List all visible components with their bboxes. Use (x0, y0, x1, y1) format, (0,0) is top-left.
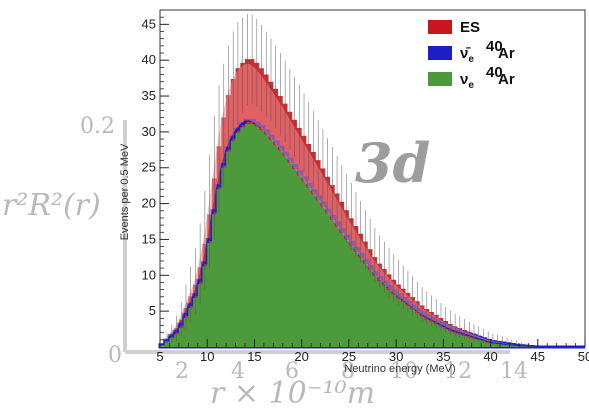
y-tick-label: 25 (142, 160, 156, 175)
background-overlay-plot: 0.2 0 r²R²(r) r × 10⁻¹⁰m 2 4 6 8 10 12 14 (2, 114, 528, 411)
legend: ES ν̄e 40 Ar νe 40 Ar (418, 14, 558, 94)
nu-main: Ar (498, 71, 515, 88)
overlay-x-tick: 6 (285, 359, 299, 384)
svg-text:νe: νe (460, 71, 474, 91)
panel-label-3d: 3d (355, 131, 430, 195)
y-tick-label: 40 (142, 52, 156, 67)
y-tick-label: 15 (142, 231, 156, 246)
x-tick-label: 45 (531, 349, 545, 364)
error-bars (166, 14, 536, 347)
y-tick-label: 30 (142, 124, 156, 139)
x-tick-label: 10 (200, 349, 214, 364)
overlay-y-label: r²R²(r) (2, 188, 101, 223)
x-axis-title: Neutrino energy (MeV) (344, 363, 455, 375)
x-tick-label: 5 (156, 349, 163, 364)
axes: 5 10 15 20 25 30 35 40 45 50 5 10 15 20 25 30 35 40 45 (142, 16, 589, 364)
y-tick-label: 20 (142, 196, 156, 211)
overlay-x-label: r × 10⁻¹⁰m (210, 376, 375, 411)
nubar-main: Ar (498, 45, 515, 62)
y-tick-label: 35 (142, 88, 156, 103)
svg-text:ν̄e: ν̄e (460, 45, 474, 65)
nubar-symbol: ν̄ (460, 45, 471, 62)
overlay-y-tick-top: 0.2 (80, 114, 115, 139)
nu-sub: e (468, 80, 474, 91)
legend-label-nu: νe 40 Ar (460, 64, 515, 91)
legend-swatch-nubar (428, 46, 452, 60)
legend-label-nubar: ν̄e 40 Ar (460, 38, 515, 65)
legend-label-es: ES (460, 19, 480, 36)
nubar-sub: e (468, 54, 474, 65)
y-tick-label: 45 (142, 16, 156, 31)
y-tick-label: 5 (149, 303, 156, 318)
x-tick-label: 40 (483, 349, 497, 364)
overlay-x-tick: 4 (231, 359, 245, 384)
nubar-sup: 40 (486, 38, 503, 55)
overlay-x-tick: 8 (341, 359, 355, 384)
nu-symbol: ν (460, 71, 468, 88)
overlay-x-tick: 12 (444, 359, 472, 384)
y-tick-label: 10 (142, 267, 156, 282)
x-tick-label: 30 (389, 349, 403, 364)
legend-swatch-es (428, 20, 452, 34)
legend-swatch-nu (428, 72, 452, 86)
x-tick-label: 50 (578, 349, 589, 364)
overlay-x-ticks: 2 4 6 8 10 12 14 (175, 359, 528, 384)
histogram-nu-e-ar (160, 124, 585, 348)
overlay-y-tick-zero: 0 (108, 343, 122, 368)
y-axis-title: Events per 0.5 MeV (119, 143, 131, 240)
x-tick-label: 25 (342, 349, 356, 364)
overlay-x-tick: 10 (390, 359, 418, 384)
nu-sup: 40 (486, 64, 503, 81)
x-tick-label: 15 (247, 349, 261, 364)
x-tick-label: 20 (294, 349, 308, 364)
x-tick-label: 35 (436, 349, 450, 364)
overlay-x-tick: 2 (175, 359, 189, 384)
overlay-x-tick: 14 (500, 359, 528, 384)
